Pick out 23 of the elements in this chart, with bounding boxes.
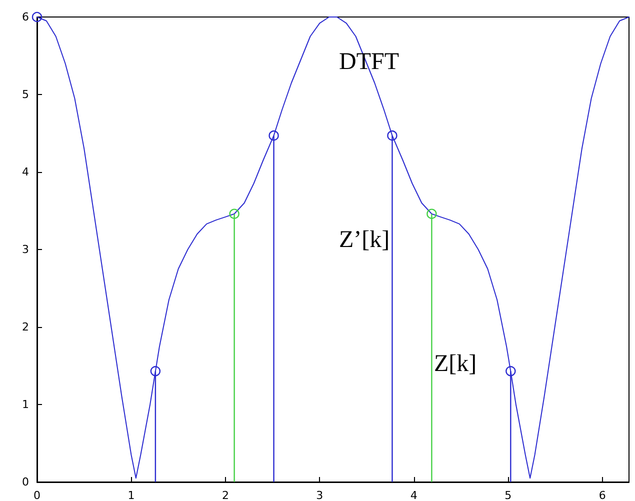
x-tick-label: 3	[316, 489, 324, 501]
point	[506, 366, 516, 376]
x-tick-label: 2	[222, 489, 229, 501]
x-tick-label: 6	[598, 489, 606, 501]
point	[387, 130, 398, 141]
annotation: Z’[k]	[339, 227, 390, 253]
point	[150, 366, 161, 376]
point	[32, 12, 42, 22]
point	[426, 208, 437, 219]
x-tick-label: 1	[128, 489, 135, 501]
point	[268, 130, 279, 141]
x-tick-label: 5	[504, 489, 512, 501]
point	[229, 208, 240, 219]
x-tick-label: 4	[410, 489, 418, 501]
y-tick-label: 5	[22, 88, 29, 101]
y-tick-label: 4	[22, 166, 29, 178]
annotation: Z[k]	[434, 351, 477, 377]
y-tick-label: 3	[22, 243, 29, 256]
y-tick-label: 1	[22, 398, 29, 411]
x-tick-label: 0	[34, 489, 40, 501]
y-tick-label: 6	[22, 10, 29, 24]
y-tick-label: 0	[22, 476, 29, 488]
y-tick-label: 2	[22, 320, 29, 334]
